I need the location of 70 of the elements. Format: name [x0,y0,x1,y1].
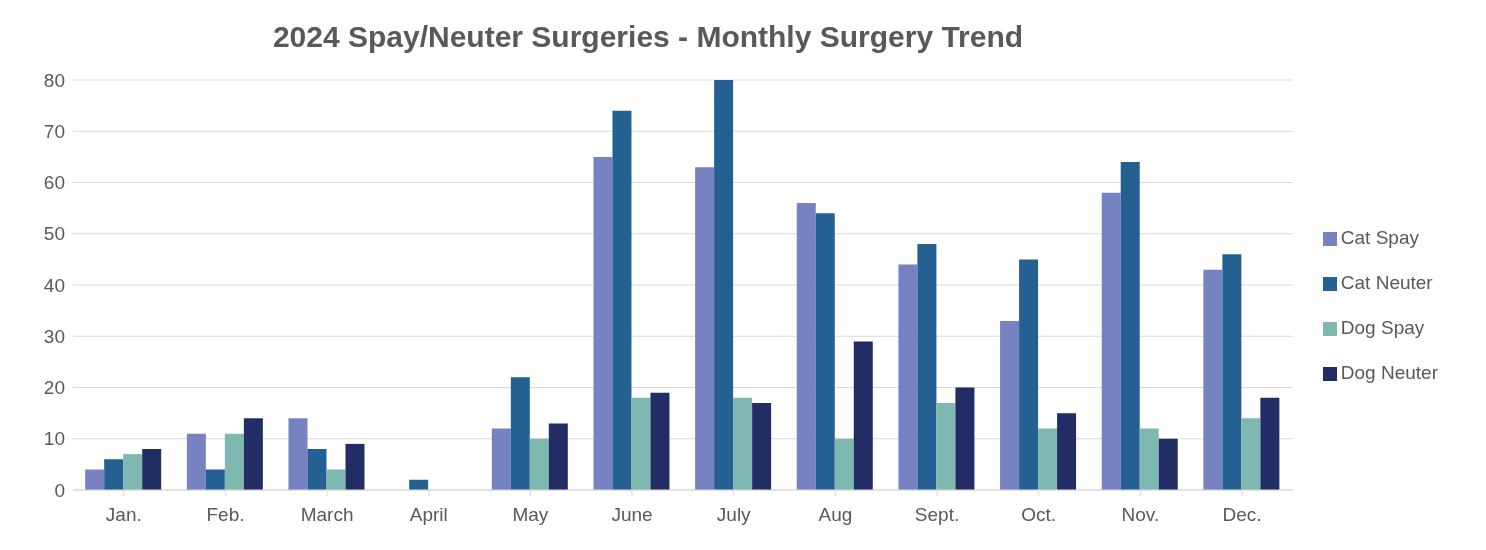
x-tick-label: Nov. [1121,504,1160,526]
bar [1241,418,1261,490]
x-tick-label: June [611,504,653,526]
bar [593,156,613,490]
legend-label: Cat Spay [1340,227,1419,248]
bar [1203,269,1223,490]
bar [243,418,263,490]
bar [186,433,206,490]
bar [1120,162,1140,490]
y-tick-label: 10 [43,428,65,450]
bar [1158,438,1178,490]
chart-title: 2024 Spay/Neuter Surgeries - Monthly Surgery Trend [271,19,1025,55]
x-tick-label: Feb. [206,504,245,526]
legend-label: Dog Spay [1340,317,1425,338]
bar [142,449,162,490]
bar [631,397,651,490]
y-tick-label: 80 [43,69,65,91]
y-tick-label: 70 [43,121,65,142]
bar [491,428,511,490]
x-tick-label: Oct. [1021,504,1057,526]
bar [796,203,816,490]
bar [752,402,772,490]
bar [898,264,918,490]
bar [529,438,549,490]
bar [714,80,734,490]
y-tick-label: 60 [43,172,65,194]
bar [834,438,854,490]
bar [853,341,873,490]
bar [1101,192,1121,490]
x-tick-label: May [512,504,549,526]
legend-label: Cat Neuter [1340,272,1433,293]
bar [345,443,365,490]
bar [1222,254,1242,490]
bar [510,377,530,490]
x-tick-label: March [300,504,354,526]
bar [1019,259,1039,490]
x-tick-label: Dec. [1222,504,1262,526]
x-tick-label: April [409,504,448,526]
bar [695,167,715,490]
bar [85,469,105,490]
bar [650,392,670,490]
bar [1038,428,1058,490]
bar [1139,428,1159,490]
bar [917,244,937,490]
x-tick-label: Aug [818,504,853,526]
y-tick-label: 40 [43,274,65,296]
bar [1260,397,1280,490]
bar [733,397,753,490]
bar [1000,320,1020,490]
bar [205,469,225,490]
x-tick-label: Sept. [914,504,960,526]
bar [307,449,327,490]
legend-label: Dog Neuter [1340,362,1438,383]
bar [123,454,143,490]
bar [936,402,956,490]
y-tick-label: 50 [43,223,65,245]
bar [955,387,975,490]
y-tick-label: 20 [43,377,65,399]
bar [1057,413,1077,490]
bar [326,469,346,490]
y-tick-label: 30 [43,325,65,347]
bar [612,110,632,490]
bar [548,423,568,490]
bar [288,418,308,490]
bar [224,433,244,490]
x-tick-label: Jan. [105,504,142,526]
bar [104,459,124,490]
x-tick-label: July [716,504,752,526]
bar [815,213,835,490]
y-tick-label: 0 [54,479,65,501]
